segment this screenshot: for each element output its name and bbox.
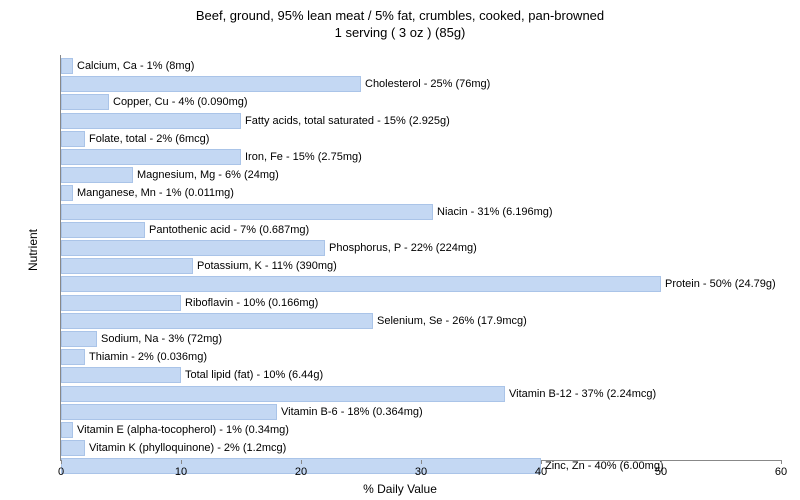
nutrient-bar-label: Vitamin K (phylloquinone) - 2% (1.2mcg) — [85, 442, 286, 454]
nutrient-bar — [61, 58, 73, 74]
bar-row: Copper, Cu - 4% (0.090mg) — [61, 94, 781, 110]
x-tick-mark — [181, 460, 182, 464]
y-axis-label: Nutrient — [26, 229, 40, 271]
nutrient-bar — [61, 131, 85, 147]
x-tick-label: 60 — [775, 466, 787, 478]
bar-row: Iron, Fe - 15% (2.75mg) — [61, 149, 781, 165]
nutrient-bar — [61, 76, 361, 92]
nutrient-bar — [61, 276, 661, 292]
bar-row: Selenium, Se - 26% (17.9mcg) — [61, 313, 781, 329]
nutrient-bar-label: Magnesium, Mg - 6% (24mg) — [133, 169, 279, 181]
nutrient-bar-label: Vitamin B-6 - 18% (0.364mg) — [277, 406, 423, 418]
nutrient-bar — [61, 258, 193, 274]
bar-row: Sodium, Na - 3% (72mg) — [61, 331, 781, 347]
bar-row: Cholesterol - 25% (76mg) — [61, 76, 781, 92]
nutrient-chart: Beef, ground, 95% lean meat / 5% fat, cr… — [0, 0, 800, 500]
nutrient-bar — [61, 422, 73, 438]
nutrient-bar-label: Thiamin - 2% (0.036mg) — [85, 351, 207, 363]
x-tick-label: 50 — [655, 466, 667, 478]
nutrient-bar-label: Fatty acids, total saturated - 15% (2.92… — [241, 115, 450, 127]
bar-row: Protein - 50% (24.79g) — [61, 276, 781, 292]
nutrient-bar-label: Vitamin E (alpha-tocopherol) - 1% (0.34m… — [73, 424, 289, 436]
bar-row: Total lipid (fat) - 10% (6.44g) — [61, 367, 781, 383]
bar-row: Vitamin B-12 - 37% (2.24mcg) — [61, 386, 781, 402]
nutrient-bar — [61, 295, 181, 311]
nutrient-bar-label: Potassium, K - 11% (390mg) — [193, 260, 337, 272]
plot-area: Calcium, Ca - 1% (8mg) Cholesterol - 25% … — [60, 55, 781, 461]
nutrient-bar-label: Protein - 50% (24.79g) — [661, 278, 776, 290]
bar-row: Vitamin B-6 - 18% (0.364mg) — [61, 404, 781, 420]
nutrient-bar-label: Calcium, Ca - 1% (8mg) — [73, 60, 194, 72]
nutrient-bar — [61, 240, 325, 256]
nutrient-bar-label: Copper, Cu - 4% (0.090mg) — [109, 96, 248, 108]
x-tick-mark — [781, 460, 782, 464]
bar-row: Niacin - 31% (6.196mg) — [61, 204, 781, 220]
nutrient-bar — [61, 113, 241, 129]
x-tick-label: 0 — [58, 466, 64, 478]
nutrient-bar-label: Niacin - 31% (6.196mg) — [433, 206, 553, 218]
nutrient-bar-label: Total lipid (fat) - 10% (6.44g) — [181, 369, 323, 381]
nutrient-bar — [61, 349, 85, 365]
nutrient-bar-label: Folate, total - 2% (6mcg) — [85, 133, 209, 145]
nutrient-bar — [61, 313, 373, 329]
x-tick-mark — [541, 460, 542, 464]
nutrient-bar — [61, 222, 145, 238]
nutrient-bar — [61, 386, 505, 402]
nutrient-bar-label: Manganese, Mn - 1% (0.011mg) — [73, 187, 234, 199]
nutrient-bar-label: Phosphorus, P - 22% (224mg) — [325, 242, 477, 254]
nutrient-bar-label: Iron, Fe - 15% (2.75mg) — [241, 151, 362, 163]
nutrient-bar — [61, 204, 433, 220]
x-tick-label: 30 — [415, 466, 427, 478]
bar-row: Pantothenic acid - 7% (0.687mg) — [61, 222, 781, 238]
bar-row: Magnesium, Mg - 6% (24mg) — [61, 167, 781, 183]
nutrient-bar — [61, 331, 97, 347]
nutrient-bar-label: Vitamin B-12 - 37% (2.24mcg) — [505, 388, 656, 400]
nutrient-bar — [61, 367, 181, 383]
bar-row: Riboflavin - 10% (0.166mg) — [61, 295, 781, 311]
x-axis-label: % Daily Value — [363, 482, 437, 496]
nutrient-bar-label: Riboflavin - 10% (0.166mg) — [181, 297, 318, 309]
bar-row: Calcium, Ca - 1% (8mg) — [61, 58, 781, 74]
bar-row: Vitamin K (phylloquinone) - 2% (1.2mcg) — [61, 440, 781, 456]
bar-row: Potassium, K - 11% (390mg) — [61, 258, 781, 274]
nutrient-bar — [61, 185, 73, 201]
bar-row: Thiamin - 2% (0.036mg) — [61, 349, 781, 365]
nutrient-bar — [61, 440, 85, 456]
title-line-2: 1 serving ( 3 oz ) (85g) — [335, 25, 466, 40]
bar-row: Vitamin E (alpha-tocopherol) - 1% (0.34m… — [61, 422, 781, 438]
x-tick-mark — [61, 460, 62, 464]
chart-title: Beef, ground, 95% lean meat / 5% fat, cr… — [0, 0, 800, 42]
bar-row: Folate, total - 2% (6mcg) — [61, 131, 781, 147]
title-line-1: Beef, ground, 95% lean meat / 5% fat, cr… — [196, 8, 604, 23]
x-tick-mark — [301, 460, 302, 464]
nutrient-bar-label: Sodium, Na - 3% (72mg) — [97, 333, 222, 345]
nutrient-bar-label: Selenium, Se - 26% (17.9mcg) — [373, 315, 527, 327]
nutrient-bar — [61, 149, 241, 165]
nutrient-bar-label: Cholesterol - 25% (76mg) — [361, 78, 490, 90]
bar-row: Manganese, Mn - 1% (0.011mg) — [61, 185, 781, 201]
x-tick-mark — [421, 460, 422, 464]
x-tick-mark — [661, 460, 662, 464]
nutrient-bar — [61, 167, 133, 183]
nutrient-bar-label: Pantothenic acid - 7% (0.687mg) — [145, 224, 309, 236]
nutrient-bar — [61, 404, 277, 420]
bar-row: Phosphorus, P - 22% (224mg) — [61, 240, 781, 256]
x-tick-label: 40 — [535, 466, 547, 478]
nutrient-bar — [61, 94, 109, 110]
x-tick-label: 20 — [295, 466, 307, 478]
bar-row: Fatty acids, total saturated - 15% (2.92… — [61, 113, 781, 129]
nutrient-bar-label: Zinc, Zn - 40% (6.00mg) — [541, 460, 664, 472]
x-tick-label: 10 — [175, 466, 187, 478]
